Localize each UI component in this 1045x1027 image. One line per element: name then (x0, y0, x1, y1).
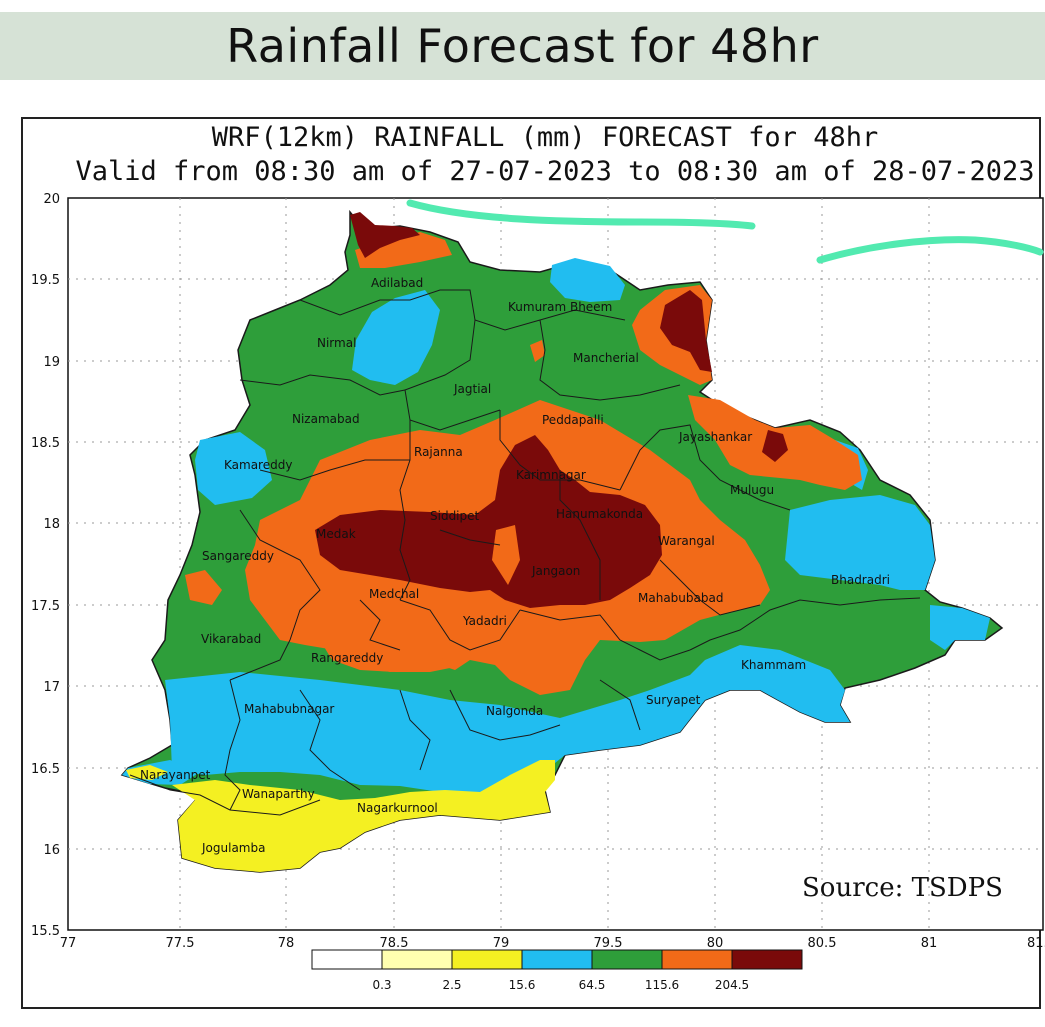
y-tick: 18 (43, 517, 60, 532)
legend-threshold: 204.5 (715, 978, 749, 992)
map-title: WRF(12km) RAINFALL (mm) FORECAST for 48h… (212, 122, 878, 153)
map-validity: Valid from 08:30 am of 27-07-2023 to 08:… (75, 156, 1034, 187)
label-warangal: Warangal (658, 534, 715, 548)
moderate-rain-zones (122, 258, 990, 792)
label-jayashankar: Jayashankar (678, 430, 752, 444)
label-hanumakonda: Hanumakonda (556, 507, 643, 521)
district-boundaries (129, 289, 921, 816)
highlight-stroke-1 (406, 199, 756, 230)
label-jagtial: Jagtial (453, 382, 491, 396)
label-nizamabad: Nizamabad (292, 412, 360, 426)
x-tick: 78.5 (380, 936, 409, 951)
y-tick: 18.5 (31, 436, 60, 451)
label-rangareddy: Rangareddy (311, 651, 383, 665)
district-labels: Adilabad Kumuram Bheem Nirmal Mancherial… (140, 276, 890, 855)
label-mahabubnagar: Mahabubnagar (244, 702, 334, 716)
title-banner: Rainfall Forecast for 48hr (0, 12, 1045, 80)
label-nagarkurnool: Nagarkurnool (357, 801, 438, 815)
legend-threshold: 15.6 (509, 978, 536, 992)
y-tick: 17.5 (31, 599, 60, 614)
label-vikarabad: Vikarabad (201, 632, 261, 646)
x-tick: 81 (921, 936, 938, 951)
x-tick: 80 (707, 936, 724, 951)
label-narayanpet: Narayanpet (140, 768, 211, 782)
x-tick: 81.5 (1027, 936, 1045, 951)
very-heavy-rain-zones (315, 212, 788, 608)
label-nirmal: Nirmal (317, 336, 356, 350)
legend-swatch-3 (521, 949, 593, 970)
x-tick: 80.5 (808, 936, 837, 951)
label-wanaparthy: Wanaparthy (242, 787, 315, 801)
label-rajanna: Rajanna (414, 445, 463, 459)
label-bhadradri: Bhadradri (831, 573, 890, 587)
label-sangareddy: Sangareddy (202, 549, 274, 563)
label-kumuram-bheem: Kumuram Bheem (508, 300, 612, 314)
legend-threshold: 115.6 (645, 978, 679, 992)
legend-swatch-6 (731, 949, 803, 970)
legend-colorbar (311, 949, 803, 970)
light-rain-zones (126, 760, 555, 872)
legend-swatch-0 (311, 949, 383, 970)
legend-swatch-1 (381, 949, 453, 970)
label-medchal: Medchal (369, 587, 419, 601)
y-axis-ticks: 20 19.5 19 18.5 18 17.5 17 16.5 16 15.5 (31, 192, 60, 939)
x-tick: 78 (278, 936, 295, 951)
label-peddapalli: Peddapalli (542, 413, 604, 427)
x-tick: 79 (493, 936, 510, 951)
legend-swatch-5 (661, 949, 733, 970)
x-tick: 77 (60, 936, 77, 951)
label-medak: Medak (316, 527, 356, 541)
legend-threshold: 64.5 (579, 978, 606, 992)
highlight-stroke-2 (816, 236, 1044, 264)
y-tick: 20 (43, 192, 60, 207)
label-adilabad: Adilabad (371, 276, 423, 290)
legend-swatch-2 (451, 949, 523, 970)
banner-title: Rainfall Forecast for 48hr (226, 19, 819, 73)
label-karimnagar: Karimnagar (516, 468, 586, 482)
y-tick: 17 (43, 680, 60, 695)
label-nalgonda: Nalgonda (486, 704, 543, 718)
legend-labels: 0.3 2.5 15.6 64.5 115.6 204.5 (372, 978, 749, 992)
x-axis-ticks: 77 77.5 78 78.5 79 79.5 80 80.5 81 81.5 (60, 936, 1045, 951)
label-kamareddy: Kamareddy (224, 458, 292, 472)
label-mulugu: Mulugu (730, 483, 774, 497)
legend-threshold: 0.3 (372, 978, 391, 992)
y-tick: 16.5 (31, 762, 60, 777)
label-mahabubabad: Mahabubabad (638, 591, 723, 605)
label-suryapet: Suryapet (646, 693, 701, 707)
y-tick: 16 (43, 843, 60, 858)
y-tick: 15.5 (31, 924, 60, 939)
x-tick: 77.5 (166, 936, 195, 951)
label-jogulamba: Jogulamba (201, 841, 265, 855)
label-jangaon: Jangaon (531, 564, 580, 578)
legend-swatch-4 (591, 949, 663, 970)
label-siddipet: Siddipet (430, 509, 480, 523)
highlight-strokes (406, 199, 1044, 264)
x-tick: 79.5 (594, 936, 623, 951)
y-tick: 19.5 (31, 273, 60, 288)
label-yadadri: Yadadri (462, 614, 507, 628)
y-tick: 19 (43, 355, 60, 370)
legend-threshold: 2.5 (442, 978, 461, 992)
source-label: Source: TSDPS (802, 873, 1003, 903)
label-khammam: Khammam (741, 658, 806, 672)
label-mancherial: Mancherial (573, 351, 639, 365)
